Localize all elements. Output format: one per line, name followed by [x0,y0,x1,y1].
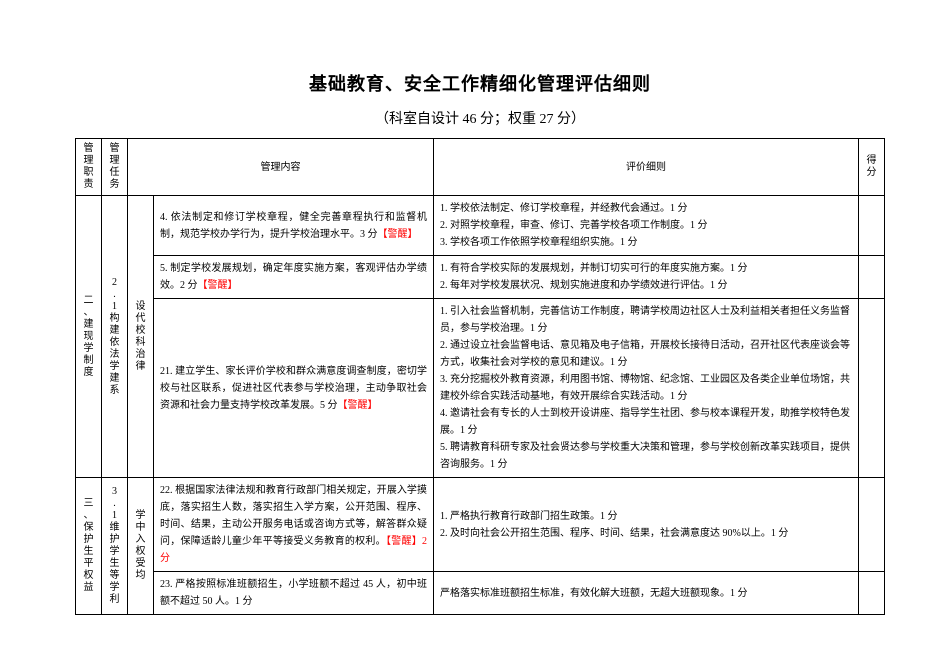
table-row: 三、保护生平权益 3.1 维护学生等学利 学中入权受均 22. 根据国家法律法规… [76,478,885,572]
groupB-col2: 3.1 维护学生等学利 [102,478,128,615]
content-cell: 23. 严格按照标准班额招生，小学班额不超过 45 人，初中班额不超过 50 人… [154,572,434,615]
header-col6: 得分 [859,139,885,196]
content-cell: 22. 根据国家法律法规和教育行政部门相关规定，开展入学摸底，落实招生人数，落实… [154,478,434,572]
groupB-col3: 学中入权受均 [128,478,154,615]
eval-cell: 1. 严格执行教育行政部门招生政策。1 分2. 及时向社会公开招生范围、程序、时… [434,478,859,572]
evaluation-table: 管理职责 管理任务 管理内容 评价细则 得分 二、建现学制度 2.1 构建依法学… [75,138,885,615]
page-subtitle: （科室自设计 46 分；权重 27 分） [75,108,885,128]
score-cell [859,196,885,256]
content-cell: 4. 依法制定和修订学校章程，健全完善章程执行和监督机制，规范学校办学行为，提升… [154,196,434,256]
eval-cell: 1. 有符合学校实际的发展规划，并制订切实可行的年度实施方案。1 分2. 每年对… [434,256,859,299]
header-col5: 评价细则 [434,139,859,196]
groupB-col1: 三、保护生平权益 [76,478,102,615]
eval-cell: 严格落实标准班额招生标准，有效化解大班额，无超大班额现象。1 分 [434,572,859,615]
content-text: 23. 严格按照标准班额招生，小学班额不超过 45 人，初中班额不超过 50 人… [160,579,427,607]
score-cell [859,299,885,478]
content-text: 21. 建立学生、家长评价学校和群众满意度调查制度，密切学校与社区联系，促进社区… [160,366,427,411]
groupA-col1: 二、建现学制度 [76,196,102,478]
table-row: 23. 严格按照标准班额招生，小学班额不超过 45 人，初中班额不超过 50 人… [76,572,885,615]
warning-text: 【警醒】 [338,400,378,411]
score-cell [859,478,885,572]
warning-text: 【警醒】 [198,280,238,291]
document-page: 基础教育、安全工作精细化管理评估细则 （科室自设计 46 分；权重 27 分） … [0,0,945,669]
table-row: 5. 制定学校发展规划，确定年度实施方案，客观评估办学绩效。2 分【警醒】 1.… [76,256,885,299]
groupA-col3: 设代校科治律 [128,196,154,478]
eval-cell: 1. 学校依法制定、修订学校章程，并经教代会通过。1 分2. 对照学校章程，审查… [434,196,859,256]
page-title: 基础教育、安全工作精细化管理评估细则 [75,70,885,96]
header-col3: 管理内容 [128,139,434,196]
score-cell [859,256,885,299]
warning-text: 【警醒】 [378,229,418,240]
score-cell [859,572,885,615]
header-col2: 管理任务 [102,139,128,196]
eval-cell: 1. 引入社会监督机制，完善信访工作制度，聘请学校周边社区人士及利益相关者担任义… [434,299,859,478]
header-col1: 管理职责 [76,139,102,196]
content-cell: 5. 制定学校发展规划，确定年度实施方案，客观评估办学绩效。2 分【警醒】 [154,256,434,299]
table-row: 二、建现学制度 2.1 构建依法学建系 设代校科治律 4. 依法制定和修订学校章… [76,196,885,256]
table-header-row: 管理职责 管理任务 管理内容 评价细则 得分 [76,139,885,196]
table-row: 21. 建立学生、家长评价学校和群众满意度调查制度，密切学校与社区联系，促进社区… [76,299,885,478]
groupA-col2: 2.1 构建依法学建系 [102,196,128,478]
content-cell: 21. 建立学生、家长评价学校和群众满意度调查制度，密切学校与社区联系，促进社区… [154,299,434,478]
